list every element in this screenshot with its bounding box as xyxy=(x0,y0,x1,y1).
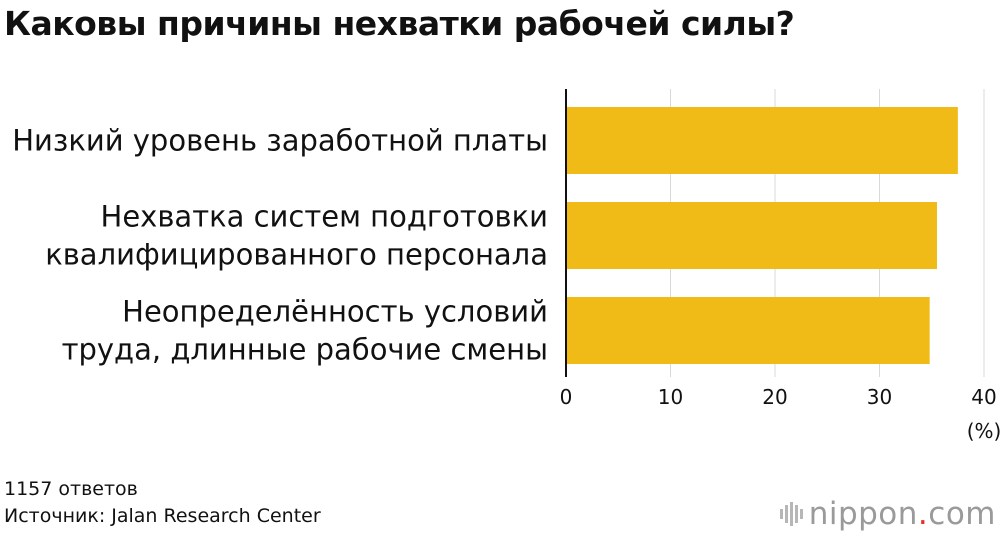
bar-chart: Низкий уровень заработной платы Нехватка … xyxy=(12,89,1000,443)
category-label: квалифицированного персонала xyxy=(45,238,548,272)
logo-suffix: com xyxy=(928,496,996,532)
category-label: Неопределённость условий xyxy=(122,295,548,329)
logo-name: nippon xyxy=(808,496,918,532)
bar xyxy=(566,107,958,174)
bar xyxy=(566,202,937,269)
bars xyxy=(566,107,958,364)
logo-mark-icon xyxy=(779,502,803,526)
responses-note: 1157 ответов xyxy=(4,478,138,500)
logo-dot: . xyxy=(917,496,929,532)
source-note: Источник: Jalan Research Center xyxy=(4,505,321,527)
category-label: Низкий уровень заработной платы xyxy=(12,124,548,158)
nippon-logo[interactable]: nippon.com xyxy=(779,496,996,532)
x-tick-label: 30 xyxy=(867,385,892,409)
bar xyxy=(566,297,930,364)
x-unit-label: (%) xyxy=(967,419,1000,443)
category-label: труда, длинные рабочие смены xyxy=(62,333,548,367)
x-tick-labels: 0 10 20 30 40 xyxy=(560,385,997,409)
x-tick-label: 10 xyxy=(658,385,683,409)
x-tick-label: 20 xyxy=(762,385,787,409)
chart-title: Каковы причины нехватки рабочей силы? xyxy=(4,4,795,43)
category-label: Нехватка систем подготовки xyxy=(101,200,548,234)
x-tick-label: 0 xyxy=(560,385,573,409)
x-tick-label: 40 xyxy=(971,385,996,409)
category-labels: Низкий уровень заработной платы Нехватка … xyxy=(12,124,548,367)
logo-text: nippon.com xyxy=(809,496,996,532)
